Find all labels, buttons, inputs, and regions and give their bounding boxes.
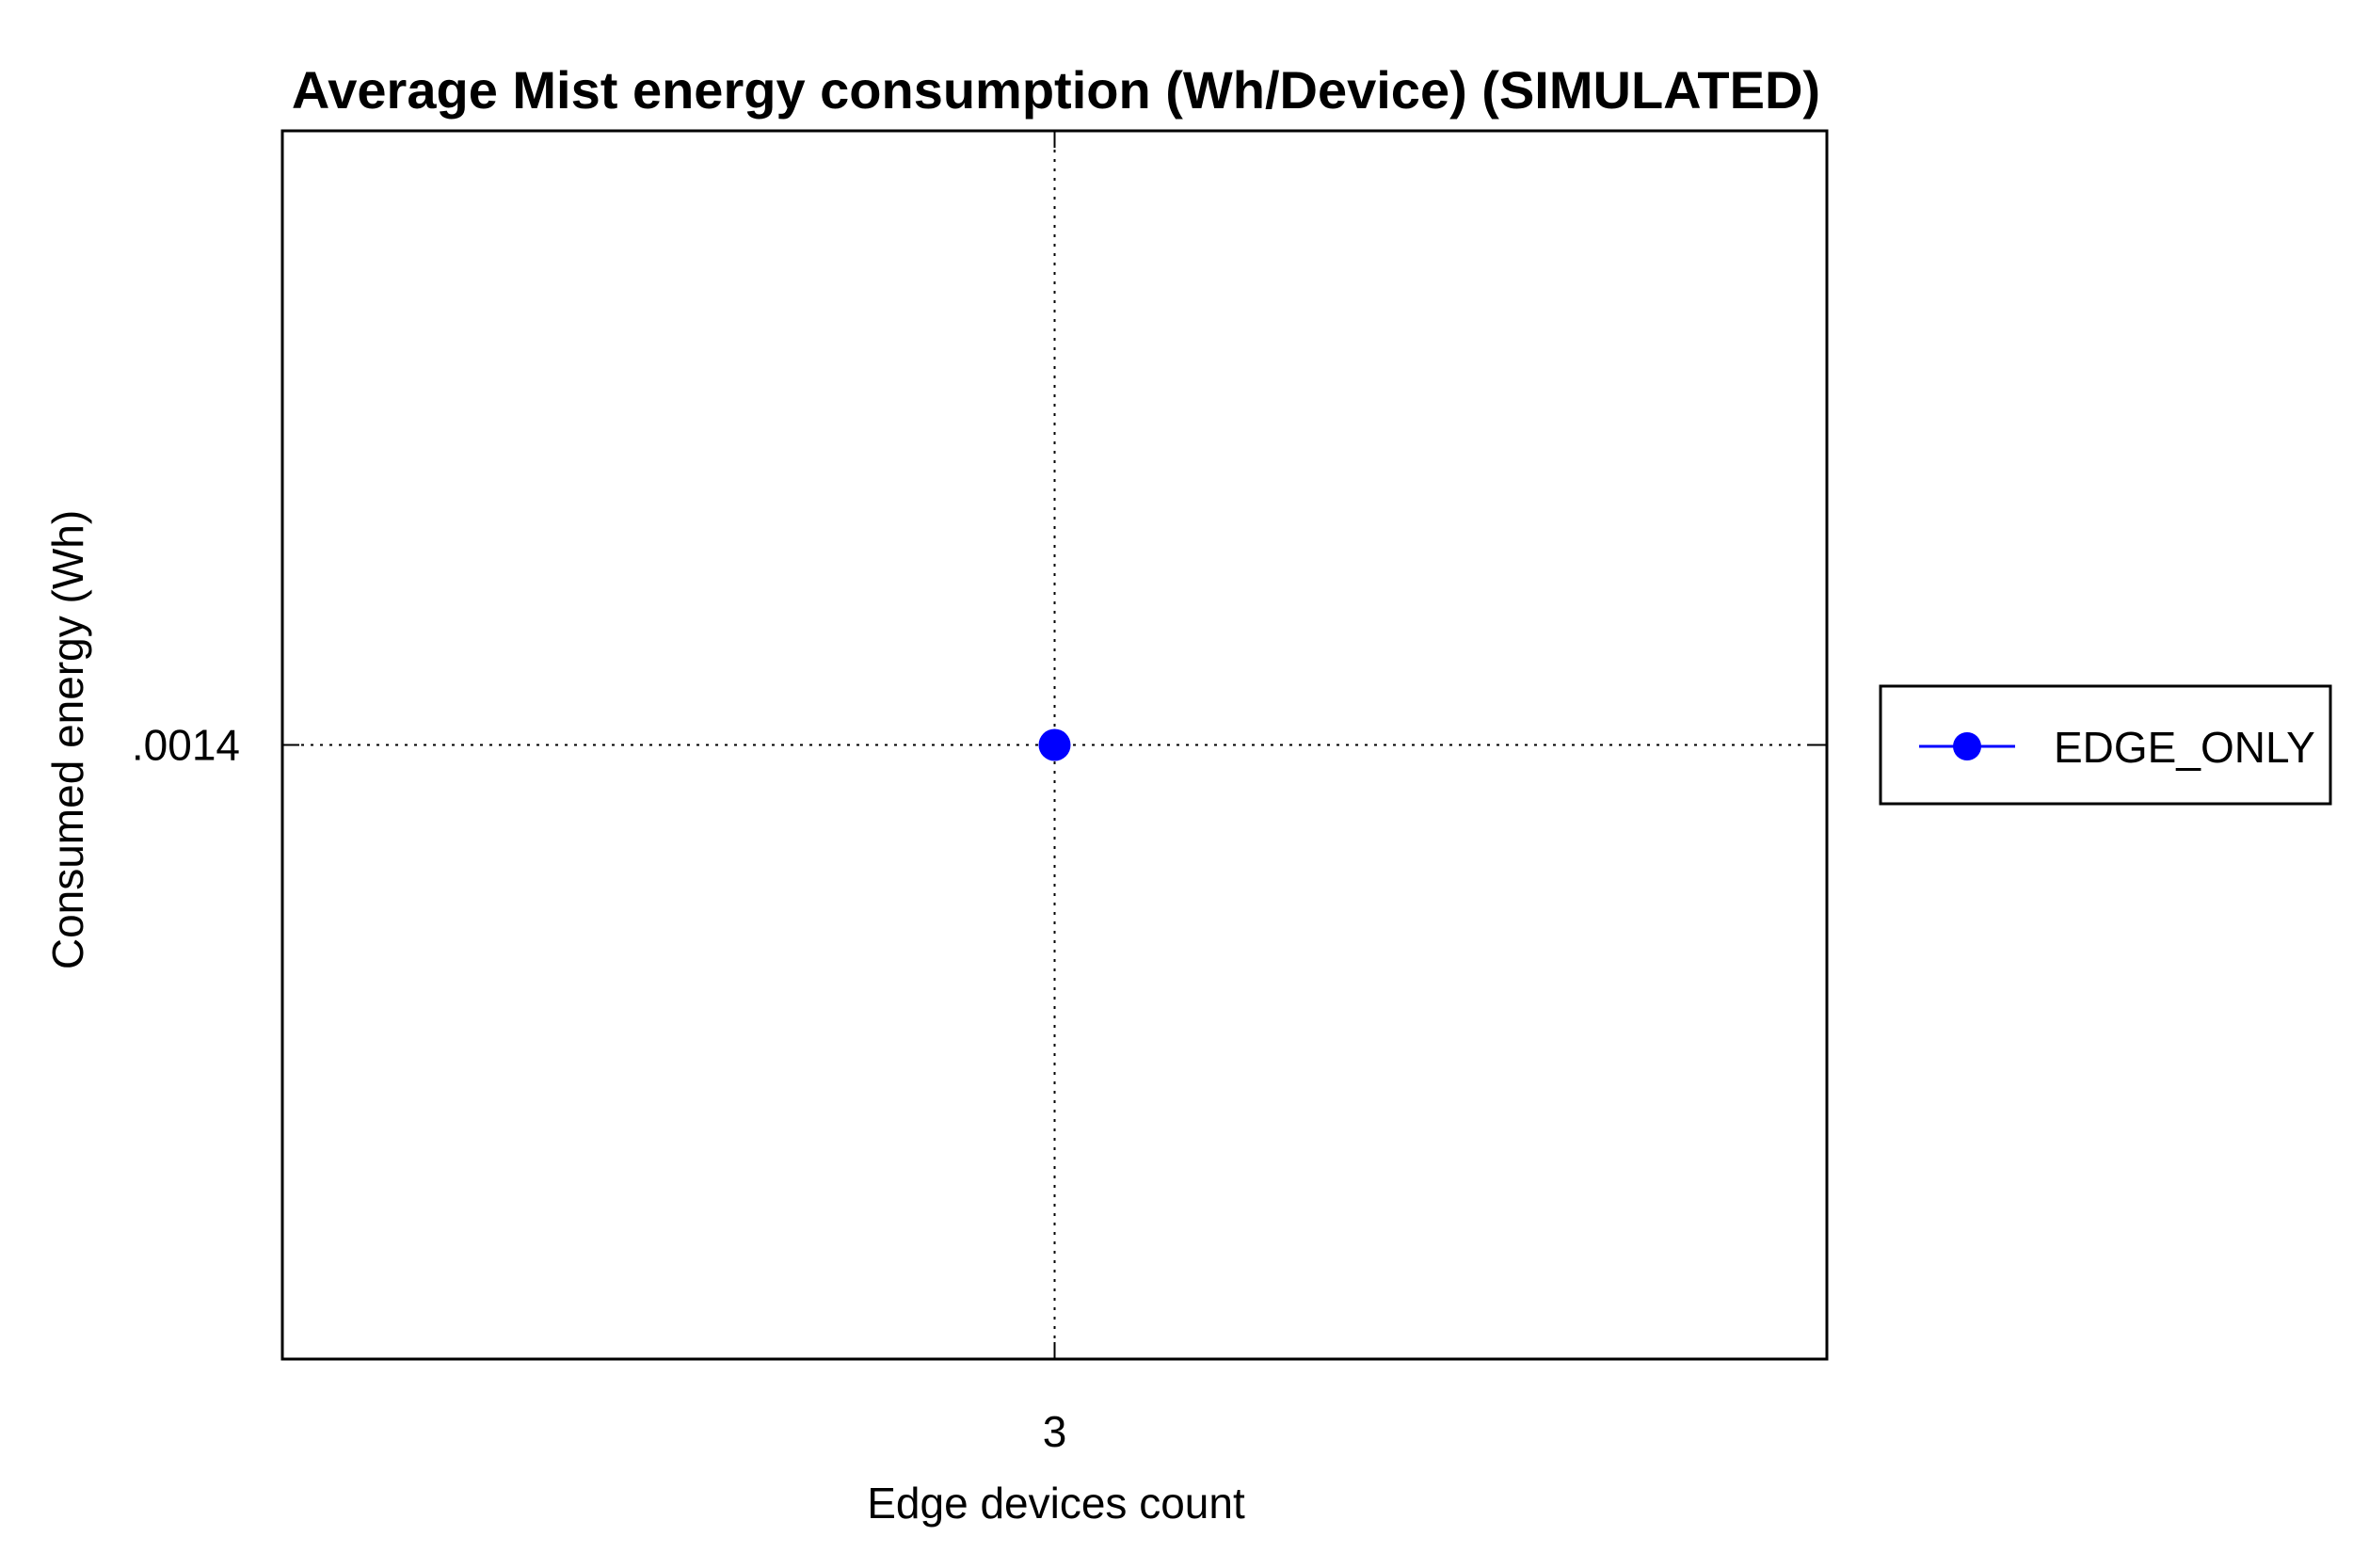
- legend-label-edge-only: EDGE_ONLY: [2054, 723, 2315, 772]
- data-point: [1038, 728, 1071, 761]
- axis-ticks: 3 .0014: [132, 131, 1827, 1456]
- y-axis-label: Consumed energy (Wh): [43, 510, 92, 969]
- legend-box: [1879, 684, 2332, 806]
- legend-marker-swatch: [1953, 732, 1981, 760]
- y-tick-label: .0014: [132, 721, 240, 770]
- chart-title: Average Mist energy consumption (Wh/Devi…: [292, 60, 1820, 120]
- legend: EDGE_ONLY: [1879, 684, 2332, 806]
- series-layer: [1038, 728, 1071, 761]
- x-tick-label: 3: [1043, 1407, 1067, 1456]
- x-axis-label: Edge devices count: [867, 1479, 1245, 1528]
